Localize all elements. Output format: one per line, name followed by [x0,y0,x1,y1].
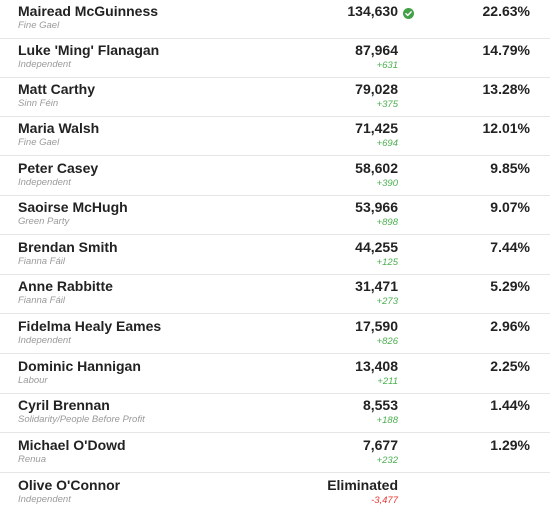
candidate-row: Brendan Smith Fianna Fáil 44,255 +125 7.… [0,236,550,275]
candidate-row: Olive O'Connor Independent Eliminated -3… [0,474,550,513]
candidate-party: Green Party [18,216,70,227]
candidate-percent: 13.28% [482,81,530,97]
candidate-name: Anne Rabbitte [18,278,113,294]
candidate-party: Independent [18,177,71,188]
candidate-percent: 12.01% [482,120,530,136]
candidate-name: Michael O'Dowd [18,437,126,453]
candidate-percent: 2.25% [490,358,530,374]
candidate-votes: 134,630 [347,3,398,19]
candidate-row: Michael O'Dowd Renua 7,677 +232 1.29% [0,434,550,473]
candidate-votes: 31,471 [355,278,398,294]
candidate-party: Sinn Féin [18,98,59,109]
vote-change: -3,477 [371,495,398,506]
candidate-percent: 9.07% [490,199,530,215]
candidate-votes: 53,966 [355,199,398,215]
candidate-votes: 44,255 [355,239,398,255]
candidate-name: Peter Casey [18,160,99,176]
candidate-votes: 7,677 [362,437,398,453]
candidate-percent: 14.79% [482,42,530,58]
candidate-votes: 17,590 [355,318,398,334]
vote-change: +211 [377,376,398,387]
vote-change: +188 [376,415,398,426]
candidate-row: Cyril Brennan Solidarity/People Before P… [0,394,550,433]
candidate-name: Saoirse McHugh [18,199,128,215]
candidate-party: Fianna Fáil [18,256,65,267]
candidate-percent: 5.29% [490,278,530,294]
candidate-row: Luke 'Ming' Flanagan Independent 87,964 … [0,39,550,78]
candidate-name: Olive O'Connor [18,477,121,493]
vote-change: +375 [376,99,398,110]
candidate-party: Independent [18,59,71,70]
candidate-percent: 7.44% [490,239,530,255]
candidate-name: Luke 'Ming' Flanagan [18,42,160,58]
candidate-votes: 79,028 [355,81,398,97]
candidate-votes: 71,425 [355,120,398,136]
candidate-votes: 58,602 [355,160,398,176]
candidate-name: Dominic Hannigan [18,358,141,374]
candidate-row: Anne Rabbitte Fianna Fáil 31,471 +273 5.… [0,275,550,314]
candidate-name: Maria Walsh [18,120,100,136]
vote-change: +273 [376,296,398,307]
vote-change: +826 [376,336,398,347]
vote-change: +125 [376,257,398,268]
candidate-row: Maria Walsh Fine Gael 71,425 +694 12.01% [0,117,550,156]
candidate-party: Fine Gael [18,20,60,31]
vote-change: +694 [376,138,398,149]
candidate-party: Solidarity/People Before Profit [18,414,145,425]
vote-change: +390 [376,178,398,189]
candidate-percent: 9.85% [490,160,530,176]
candidate-party: Renua [18,454,46,465]
candidate-row: Peter Casey Independent 58,602 +390 9.85… [0,157,550,196]
candidate-name: Matt Carthy [18,81,96,97]
candidate-votes: 13,408 [355,358,398,374]
candidate-party: Independent [18,494,71,505]
check-circle-icon [403,6,414,19]
candidate-percent: 1.44% [490,397,530,413]
candidate-name: Fidelma Healy Eames [18,318,162,334]
vote-change: +631 [376,60,398,71]
candidate-row: Dominic Hannigan Labour 13,408 +211 2.25… [0,355,550,394]
candidate-percent: 1.29% [490,437,530,453]
candidate-status: Eliminated [327,477,398,493]
candidate-percent: 22.63% [482,3,530,19]
candidate-row: Mairead McGuinness Fine Gael 134,630 22.… [0,0,550,39]
candidate-name: Cyril Brennan [18,397,110,413]
candidate-votes: 87,964 [355,42,398,58]
candidate-percent: 2.96% [490,318,530,334]
candidate-row: Fidelma Healy Eames Independent 17,590 +… [0,315,550,354]
candidate-votes: 8,553 [362,397,398,413]
candidate-name: Brendan Smith [18,239,118,255]
candidate-party: Independent [18,335,71,346]
vote-change: +232 [376,455,398,466]
candidate-party: Labour [18,375,48,386]
candidate-name: Mairead McGuinness [18,3,159,19]
vote-change: +898 [376,217,398,228]
candidate-party: Fine Gael [18,137,60,148]
candidate-row: Saoirse McHugh Green Party 53,966 +898 9… [0,196,550,235]
candidate-row: Matt Carthy Sinn Féin 79,028 +375 13.28% [0,78,550,117]
candidate-party: Fianna Fáil [18,295,65,306]
